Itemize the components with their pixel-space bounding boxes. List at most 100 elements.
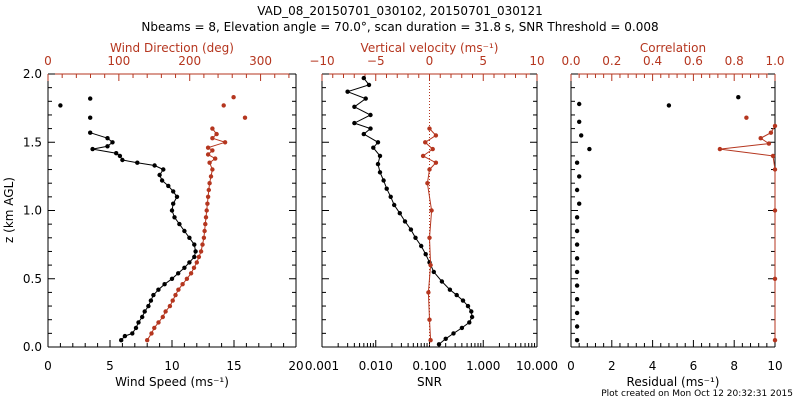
data-point-black [577, 201, 582, 206]
data-point-red [167, 303, 173, 309]
data-point-black [363, 96, 368, 101]
x-axis-label: Wind Speed (ms⁻¹) [115, 375, 229, 389]
data-point-red [196, 254, 202, 260]
data-point-black [88, 115, 93, 120]
x-tick-label: 1.000 [466, 359, 500, 373]
data-point-red [772, 338, 778, 343]
data-point-black [465, 303, 471, 309]
data-point-black [352, 104, 357, 110]
data-point-red [427, 317, 432, 322]
data-point-black [142, 309, 147, 314]
data-point-red [427, 235, 432, 240]
figure-title-line-1: VAD_08_20150701_030102, 20150701_030121 [257, 4, 543, 18]
data-point-red [204, 208, 209, 213]
series-line-red [422, 128, 437, 341]
top-tick-label: −10 [309, 54, 334, 68]
data-point-black [397, 211, 402, 216]
data-point-red [207, 160, 212, 165]
data-point-black [120, 157, 125, 163]
data-point-red [156, 320, 161, 325]
data-point-black [352, 120, 357, 126]
y-tick-label: 2.0 [23, 67, 42, 81]
data-point-red [206, 187, 211, 193]
data-point-black [90, 146, 95, 152]
data-point-red [242, 115, 248, 120]
data-point-black [408, 227, 414, 232]
x-tick-label: 10 [767, 359, 782, 373]
data-point-red [428, 262, 433, 268]
data-point-black [460, 298, 466, 303]
data-point-red [770, 153, 776, 159]
data-point-red [201, 235, 207, 240]
data-point-black [371, 145, 376, 150]
data-point-red [194, 260, 199, 265]
data-point-black [469, 309, 474, 314]
data-point-red [180, 282, 185, 287]
data-point-black [419, 243, 424, 249]
data-point-red [772, 276, 778, 281]
series-line-red [719, 125, 776, 341]
series-line-black [346, 77, 473, 345]
data-point-black [377, 170, 383, 175]
x-tick-label: 5 [106, 359, 114, 373]
data-point-black [130, 331, 135, 336]
data-point-black [454, 292, 459, 298]
data-point-black [182, 228, 187, 234]
data-point-black [156, 287, 161, 292]
data-point-black [574, 256, 580, 261]
data-point-black [169, 276, 175, 281]
data-point-black [148, 298, 154, 303]
data-point-black [114, 151, 119, 156]
data-point-red [203, 215, 209, 220]
x-tick-label: 0.100 [412, 359, 446, 373]
data-point-red [772, 208, 778, 213]
data-point-black [436, 342, 442, 347]
data-point-black [172, 215, 177, 220]
data-point-black [88, 130, 93, 135]
data-point-red [188, 271, 194, 276]
data-point-black [577, 119, 582, 125]
data-point-red [420, 153, 426, 159]
top-axis-label: Vertical velocity (ms⁻¹) [361, 41, 499, 55]
data-point-black [140, 314, 145, 320]
data-point-red [430, 146, 435, 152]
data-point-black [105, 144, 110, 149]
data-point-black [171, 201, 176, 206]
data-point-black [368, 126, 373, 131]
top-tick-label: 0.2 [602, 54, 621, 68]
data-point-black [574, 160, 580, 165]
data-point-black [171, 189, 176, 194]
data-point-black [368, 112, 373, 118]
data-point-black [174, 194, 180, 199]
data-point-black [381, 178, 386, 183]
data-point-black [166, 183, 171, 189]
data-point-red [423, 140, 428, 145]
data-point-black [151, 292, 156, 298]
footer-note: Plot created on Mon Oct 12 20:32:31 2015 [601, 389, 793, 399]
data-point-red [744, 115, 749, 120]
data-point-black [574, 269, 580, 275]
data-point-black [392, 202, 397, 208]
data-point-black [577, 101, 582, 107]
data-point-red [433, 133, 439, 138]
x-tick-label: 20 [288, 359, 303, 373]
data-point-black [377, 153, 383, 159]
data-point-black [574, 283, 580, 288]
data-point-red [210, 148, 215, 153]
top-tick-label: 1.0 [765, 54, 784, 68]
data-point-red [427, 126, 432, 131]
series-line-black [90, 132, 197, 341]
data-point-black [105, 136, 110, 141]
data-point-red [207, 181, 212, 186]
data-point-red [208, 174, 214, 179]
data-point-red [170, 298, 175, 303]
top-tick-label: 10 [529, 54, 544, 68]
data-point-black [366, 82, 372, 88]
data-point-black [467, 320, 472, 325]
x-tick-label: 4 [649, 359, 657, 373]
data-point-black [182, 265, 187, 270]
top-tick-label: 0.6 [684, 54, 703, 68]
top-tick-label: 5 [479, 54, 487, 68]
data-point-black [122, 333, 128, 339]
data-point-red [231, 95, 236, 100]
